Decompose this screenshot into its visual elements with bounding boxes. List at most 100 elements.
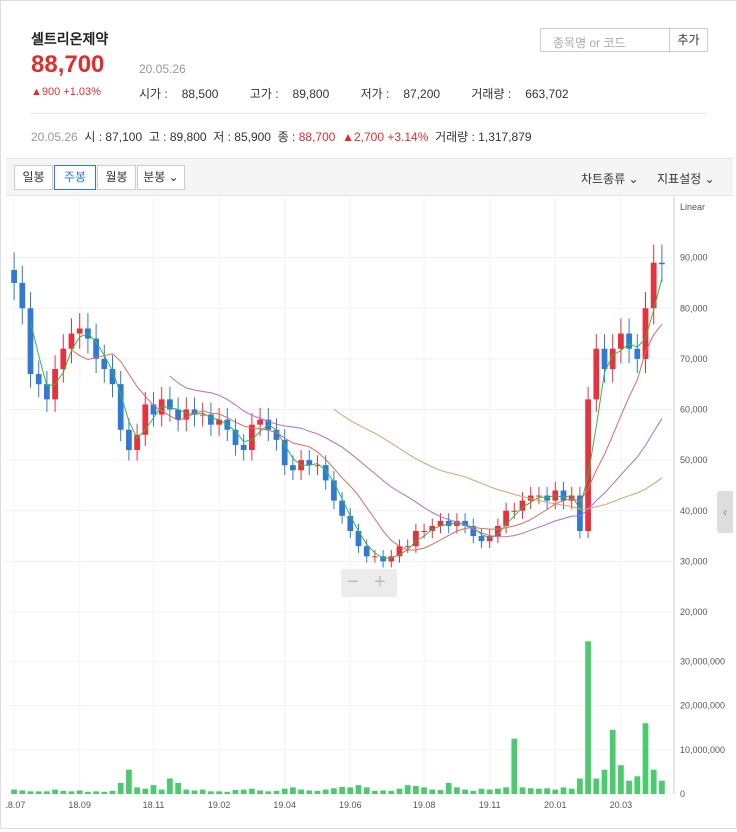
- candle-body: [659, 262, 665, 265]
- volume-bar: [396, 788, 403, 794]
- weekly-button[interactable]: 주봉: [54, 165, 96, 190]
- volume-tick-label: 30,000,000: [680, 656, 725, 666]
- monthly-button[interactable]: 월봉: [97, 165, 136, 190]
- volume-bar: [495, 788, 501, 794]
- candle-body: [216, 419, 222, 425]
- chart-area[interactable]: Linear 90,000 80,000 70,000 60,000 50,000 40,0…: [3, 197, 733, 827]
- volume-bar: [577, 778, 583, 794]
- volume-bar: [421, 787, 427, 794]
- info-close-label: 종 :: [277, 130, 296, 144]
- chart-type-menu[interactable]: 차트종류 ⌄: [581, 170, 639, 187]
- candle-body: [413, 531, 419, 547]
- price-tick-label: 60,000: [680, 405, 708, 415]
- candle-body: [117, 384, 124, 430]
- high-label: 고가 :: [249, 87, 279, 101]
- volume-bar: [380, 790, 386, 794]
- volume-bar: [290, 787, 296, 794]
- low-value: 저가 : 87,200: [361, 87, 454, 101]
- open-number: 88,500: [181, 87, 219, 101]
- minute-button[interactable]: 분봉 ⌄: [137, 165, 185, 190]
- info-close: 88,700: [298, 130, 336, 144]
- volume-number: 663,702: [525, 87, 569, 101]
- volume-bar: [363, 787, 370, 794]
- volume-bar: [404, 785, 411, 794]
- volume-bar: [618, 765, 624, 794]
- candle-body: [618, 333, 624, 349]
- candle-body: [437, 520, 444, 526]
- candle-body: [577, 495, 583, 531]
- candle-body: [175, 409, 181, 420]
- volume-label: 거래량 :: [471, 87, 512, 101]
- candle-body: [478, 536, 485, 542]
- volume-bar: [609, 729, 616, 794]
- candle-body: [634, 348, 641, 359]
- info-volume: 거래량 : 1,317,879: [435, 130, 532, 144]
- volume-bar: [306, 790, 313, 794]
- candle-body: [593, 348, 600, 400]
- zoom-out-button[interactable]: −: [347, 571, 359, 593]
- candle-body: [445, 520, 452, 526]
- candle-body: [68, 333, 75, 349]
- volume-bar: [85, 791, 91, 794]
- candle-body: [142, 404, 149, 435]
- add-button[interactable]: 추가: [669, 28, 708, 52]
- price-tick-label: 50,000: [680, 455, 708, 465]
- volume-bar: [593, 778, 600, 794]
- info-change: ▲2,700 +3.14%: [342, 130, 429, 144]
- candle-body: [454, 520, 460, 526]
- open-label: 시가 :: [139, 87, 168, 101]
- candle-body: [126, 429, 132, 450]
- volume-bar: [568, 788, 575, 794]
- daily-button[interactable]: 일봉: [14, 165, 53, 190]
- volume-bar: [52, 789, 58, 794]
- volume-bar: [76, 790, 83, 794]
- volume-bar: [27, 791, 34, 794]
- high-number: 89,800: [292, 87, 330, 101]
- candle-body: [609, 348, 616, 369]
- volume-bar: [281, 788, 288, 794]
- x-tick-label: 19.08: [413, 800, 436, 810]
- ma5-line: [30, 278, 663, 559]
- indicator-menu[interactable]: 지표설정 ⌄: [657, 170, 715, 187]
- volume-bar: [126, 769, 132, 794]
- volume-bar: [339, 786, 345, 794]
- candle-body: [183, 409, 190, 420]
- volume-bar: [117, 782, 124, 794]
- price-chart[interactable]: Linear 90,000 80,000 70,000 60,000 50,000 40,0…: [3, 197, 733, 827]
- candle-body: [60, 348, 67, 369]
- side-panel-toggle[interactable]: ‹: [717, 491, 733, 533]
- search-input[interactable]: 종목명 or 코드: [540, 28, 670, 52]
- candle-body: [363, 546, 370, 557]
- volume-bar: [298, 789, 304, 794]
- volume-bar: [257, 790, 263, 794]
- candle-body: [503, 510, 509, 526]
- candle-body: [429, 525, 436, 531]
- low-number: 87,200: [403, 87, 441, 101]
- ma20-line: [71, 323, 663, 551]
- price-tick-label: 70,000: [680, 354, 708, 364]
- volume-tick-label: 20,000,000: [680, 701, 725, 711]
- candle-body: [421, 531, 427, 532]
- volume-bar: [560, 787, 567, 794]
- candle-body: [486, 536, 493, 542]
- volume-bar: [314, 790, 321, 794]
- open-value: 시가 : 88,500: [139, 87, 232, 101]
- candle-body: [372, 556, 378, 558]
- volume-bar: [388, 790, 395, 794]
- candle-body: [191, 409, 198, 415]
- zoom-in-button[interactable]: +: [374, 571, 386, 593]
- x-tick-label: 18.07: [6, 800, 25, 810]
- high-value: 고가 : 89,800: [250, 87, 343, 101]
- chevron-down-icon: ⌄: [701, 172, 715, 186]
- candle-body: [167, 399, 173, 410]
- stock-name: 셀트리온제약: [31, 31, 109, 47]
- candle-body: [44, 384, 50, 400]
- candle-body: [35, 374, 42, 385]
- volume-bar: [659, 780, 665, 794]
- volume-bar: [101, 791, 108, 794]
- volume-bar: [216, 791, 222, 794]
- low-label: 저가 :: [360, 87, 390, 101]
- volume-bar: [527, 788, 534, 794]
- volume-tick-label: 0: [680, 789, 685, 799]
